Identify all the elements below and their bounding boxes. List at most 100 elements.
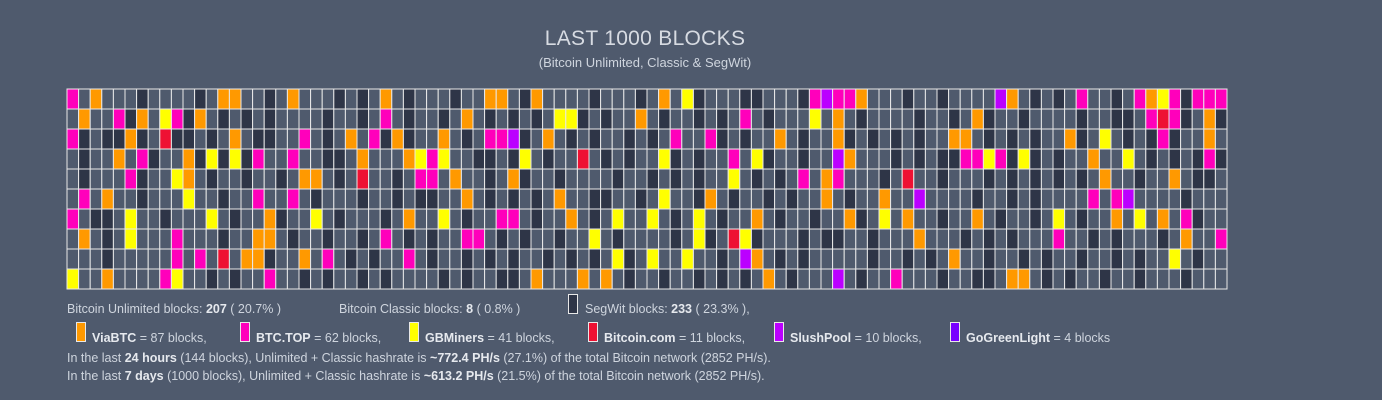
block-cell <box>634 148 648 170</box>
block-cell <box>1180 148 1193 170</box>
block-cell <box>1006 128 1019 150</box>
block-cell <box>263 168 277 190</box>
block-cell <box>692 228 706 250</box>
block-cell <box>1133 268 1147 290</box>
block-cell <box>101 248 114 270</box>
block-cell <box>855 248 868 270</box>
block-cell <box>704 268 718 290</box>
block-cell <box>1122 88 1135 110</box>
block-cell <box>170 248 184 270</box>
block-cell <box>78 188 91 210</box>
block-cell <box>147 128 161 150</box>
block-cell <box>623 248 636 270</box>
bu-pct: ( 20.7% ) <box>230 302 282 316</box>
block-cell <box>762 88 776 110</box>
block-cell <box>472 148 486 170</box>
block-cell <box>205 188 219 210</box>
block-cell <box>449 168 462 190</box>
block-cell <box>646 148 660 170</box>
block-cell <box>924 248 938 270</box>
block-cell <box>611 248 625 270</box>
block-cell <box>194 128 207 150</box>
block-cell <box>1087 128 1100 150</box>
block-cell <box>716 248 729 270</box>
block-cell <box>240 128 254 150</box>
block-cell <box>820 188 834 210</box>
block-cell <box>658 88 671 110</box>
block-cell <box>774 88 787 110</box>
block-cell <box>1168 248 1182 270</box>
block-cell <box>1110 268 1124 290</box>
block-cell <box>1191 228 1205 250</box>
block-cell <box>1017 108 1031 130</box>
block-cell <box>890 128 903 150</box>
block-cell <box>240 268 254 290</box>
block-cell <box>472 228 486 250</box>
block-cell <box>1064 188 1077 210</box>
block-cell <box>460 168 474 190</box>
block-cell <box>78 208 91 230</box>
block-cell <box>808 168 822 190</box>
block-cell <box>1191 108 1205 130</box>
block-cell <box>820 208 834 230</box>
block-cell <box>205 248 219 270</box>
block-cell <box>124 208 138 230</box>
block-cell <box>194 228 207 250</box>
block-cell <box>1214 268 1228 290</box>
block-cell <box>1087 228 1100 250</box>
block-cell <box>681 128 694 150</box>
block-cell <box>136 108 149 130</box>
block-cell <box>1203 168 1216 190</box>
block-cell <box>832 128 845 150</box>
block-cell <box>1168 168 1182 190</box>
block-cell <box>402 248 416 270</box>
block-cell <box>217 228 230 250</box>
block-cell <box>843 268 857 290</box>
block-cell <box>298 268 312 290</box>
chart-subtitle: (Bitcoin Unlimited, Classic & SegWit) <box>538 55 752 70</box>
block-cell <box>971 268 984 290</box>
block-cell <box>994 208 1008 230</box>
block-cell <box>1214 148 1228 170</box>
block-cell <box>750 228 764 250</box>
block-cell <box>170 188 184 210</box>
block-cell <box>286 228 300 250</box>
block-cell <box>936 268 950 290</box>
block-cell <box>623 228 636 250</box>
block-cell <box>832 108 845 130</box>
block-cell <box>310 88 323 110</box>
block-cell <box>495 168 509 190</box>
block-cell <box>808 268 822 290</box>
block-cell <box>1122 128 1135 150</box>
block-cell <box>136 148 149 170</box>
block-cell <box>182 228 196 250</box>
block-cell <box>866 208 880 230</box>
block-cell <box>855 128 868 150</box>
block-cell <box>240 228 254 250</box>
block-cell <box>553 128 567 150</box>
block-cell <box>518 188 532 210</box>
block-cell <box>890 148 903 170</box>
block-cell <box>948 248 961 270</box>
block-cell <box>774 268 787 290</box>
block-cell <box>588 248 602 270</box>
block-cell <box>147 248 161 270</box>
block-cell <box>843 128 857 150</box>
hashrate-7d-post: (21.5%) of the total Bitcoin network (28… <box>497 369 765 383</box>
block-cell <box>878 188 892 210</box>
block-cell <box>750 128 764 150</box>
block-cell <box>542 228 555 250</box>
block-cell <box>228 188 242 210</box>
block-cell <box>530 88 544 110</box>
block-cell <box>762 228 776 250</box>
block-cell <box>379 188 393 210</box>
block-cell <box>924 228 938 250</box>
block-cell <box>1052 228 1066 250</box>
block-cell <box>449 148 462 170</box>
block-cell <box>1168 88 1182 110</box>
block-cell <box>321 268 335 290</box>
block-cell <box>252 228 265 250</box>
block-cell <box>1110 88 1124 110</box>
block-cell <box>136 248 149 270</box>
block-cell <box>1006 268 1019 290</box>
